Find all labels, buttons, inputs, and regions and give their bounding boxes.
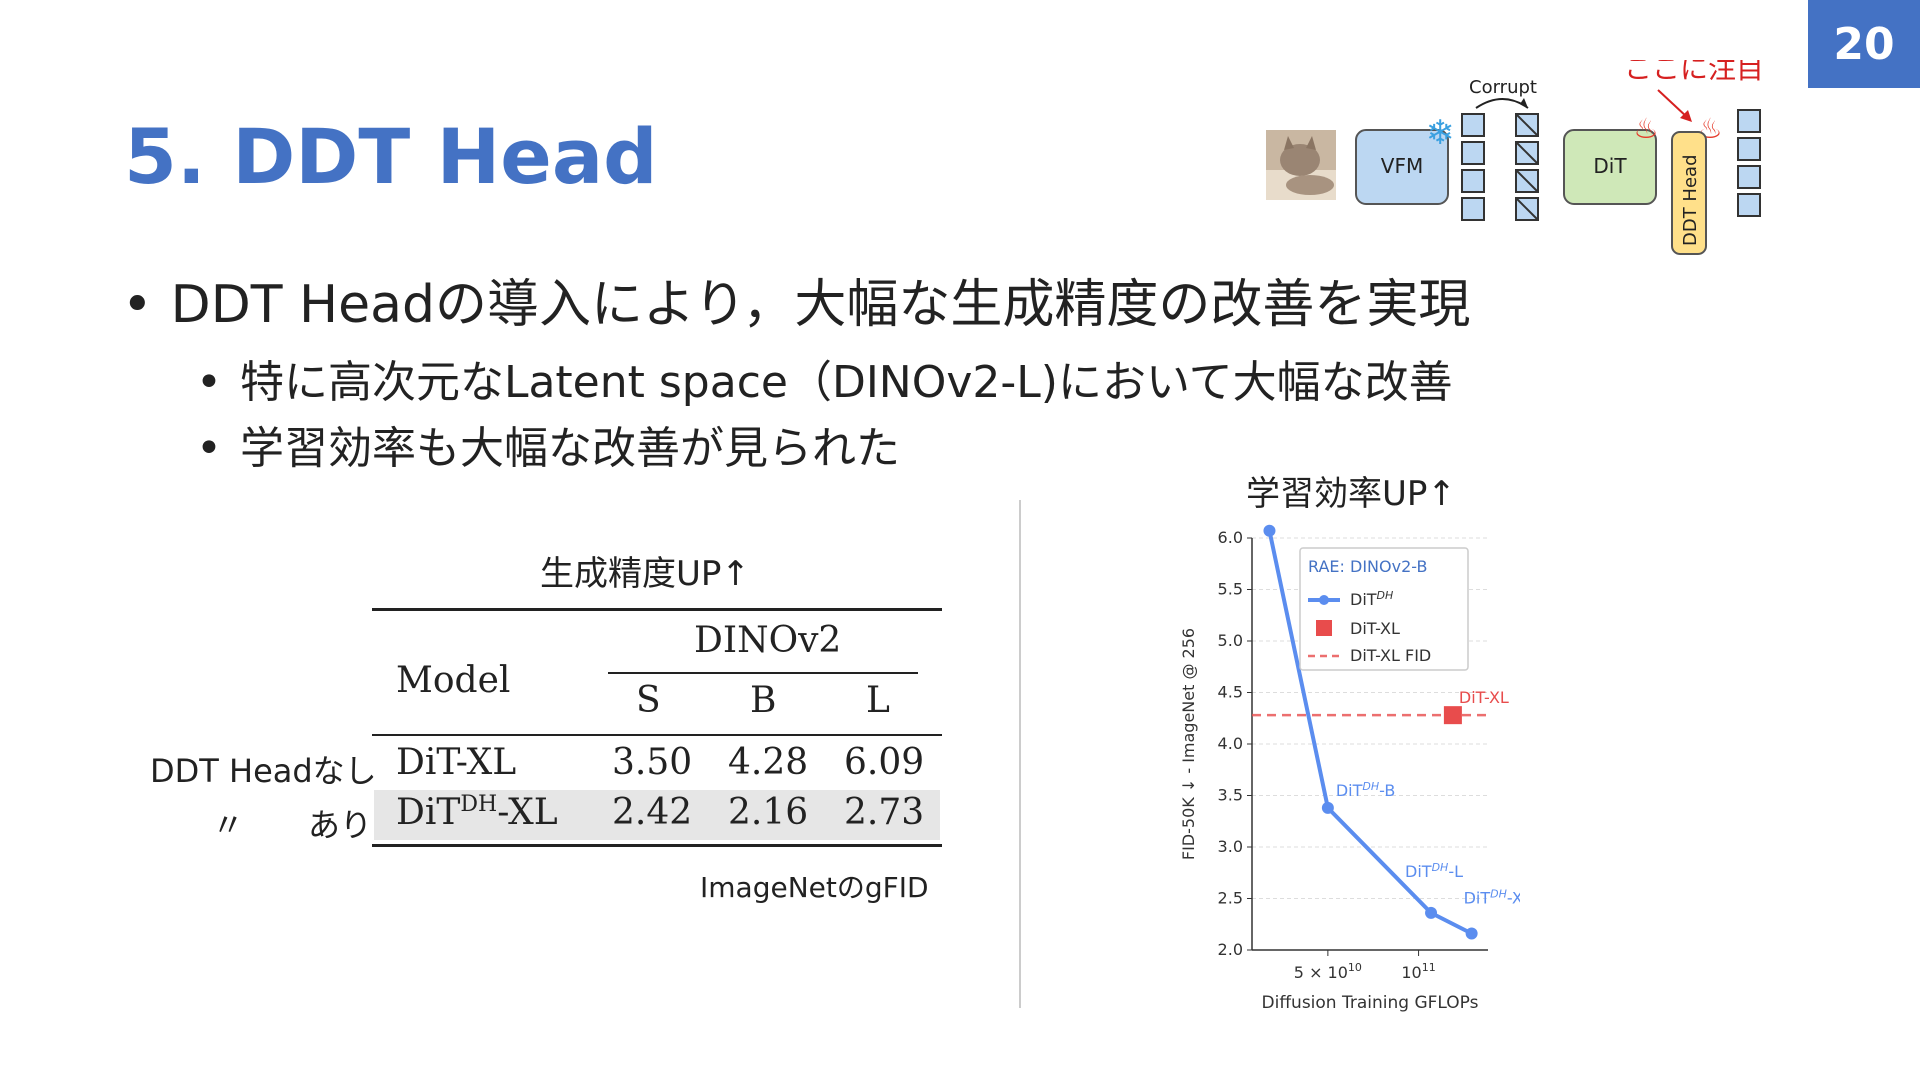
- point-label: DiTDH-L: [1405, 861, 1463, 881]
- latent-tokens: [1461, 113, 1485, 221]
- column-header: B: [750, 680, 777, 721]
- legend-entry: DiTDH: [1350, 589, 1393, 609]
- header-model: Model: [396, 660, 511, 701]
- table-bottom-rule: [372, 844, 942, 847]
- divider: [1019, 500, 1021, 1008]
- header-rule: [372, 734, 942, 736]
- point-label: DiTDH-B: [1336, 780, 1395, 800]
- row-value: 3.50: [612, 742, 693, 783]
- row-label: DDT Headなし: [150, 752, 377, 790]
- right-caption: 学習効率UP↑: [1246, 474, 1456, 514]
- model-suffix: -XL: [497, 792, 558, 833]
- bullet-dot: •: [196, 357, 222, 408]
- ddt-head-box: [1671, 131, 1707, 255]
- y-tick-label: 2.0: [1218, 940, 1243, 959]
- group-rule: [608, 672, 918, 674]
- output-tokens: [1737, 109, 1761, 217]
- reference-point: [1443, 706, 1462, 725]
- data-point: [1425, 906, 1438, 919]
- legend-entry: DiT-XL: [1350, 619, 1400, 638]
- row-value: 2.42: [612, 792, 693, 833]
- corrupted-tokens: [1515, 113, 1539, 221]
- data-point: [1263, 524, 1276, 537]
- vfm-box: [1355, 129, 1449, 205]
- row-value: 2.16: [728, 792, 809, 833]
- snowflake-icon: ❄: [1426, 113, 1455, 153]
- sub-bullet-2: • 学習効率も大幅な改善が見られた: [196, 412, 900, 476]
- header-group: DINOv2: [694, 620, 842, 661]
- focus-arrow: [1657, 89, 1689, 119]
- main-bullet-text: DDT Headの導入により，大幅な生成精度の改善を実現: [170, 275, 1471, 335]
- column-header: S: [636, 680, 661, 721]
- legend-point-swatch: [1319, 595, 1329, 605]
- slide-title: 5. DDT Head: [124, 112, 658, 201]
- y-axis-label: FID-50K ↓ - ImageNet @ 256: [1179, 628, 1198, 860]
- y-tick-label: 5.0: [1218, 631, 1243, 650]
- row-highlight: [374, 790, 940, 840]
- legend-square-swatch: [1316, 620, 1332, 636]
- ddt-head-label: DDT Head: [1680, 154, 1701, 246]
- y-tick-label: 3.5: [1218, 786, 1243, 805]
- page-number-text: 20: [1833, 18, 1895, 70]
- row-model: DiTDH-XL: [396, 792, 558, 833]
- legend-box: [1299, 547, 1469, 671]
- y-tick-label: 6.0: [1218, 528, 1243, 547]
- point-label: DiTDH-XL: [1464, 888, 1520, 908]
- corrupt-arrowhead: [1520, 98, 1528, 108]
- bullet-dot: •: [196, 423, 222, 474]
- table-top-rule: [372, 608, 942, 611]
- series-line: [1267, 530, 1473, 936]
- x-axis-label: Diffusion Training GFLOPs: [1262, 993, 1479, 1013]
- legend-title: RAE: DINOv2-B: [1308, 557, 1427, 576]
- row-model: DiT-XL: [396, 742, 517, 783]
- model-base: DiT: [396, 792, 461, 833]
- sub-bullet-2-text: 学習効率も大幅な改善が見られた: [239, 423, 900, 474]
- page-number: 20: [1808, 0, 1920, 88]
- model-sup: DH: [460, 792, 498, 817]
- bullet-dot: •: [122, 275, 153, 335]
- cat-photo: [1266, 130, 1336, 200]
- fid-chart: 2.0 2.5 3.0 3.5 4.0 4.5 5.0 5.5 6.0 5 × 1010 1011 D…: [1179, 524, 1520, 1013]
- y-tick-label: 2.5: [1218, 889, 1243, 908]
- data-point: [1465, 927, 1478, 940]
- y-tick-label: 5.5: [1218, 580, 1243, 599]
- pipeline-diagram: VFM ❄ Corrupt DiT ♨ ♨ ここに注目 DDT Head: [1266, 60, 1764, 255]
- x-tick-label: 1011: [1401, 961, 1435, 982]
- focus-arrowhead: [1680, 110, 1692, 122]
- row-value: 2.73: [844, 792, 925, 833]
- corrupt-label: Corrupt: [1469, 77, 1537, 98]
- focus-label: ここに注目: [1624, 60, 1764, 85]
- row-value: 4.28: [728, 742, 809, 783]
- column-header: L: [866, 680, 890, 721]
- reference-point-label: DiT-XL: [1459, 688, 1509, 707]
- x-tick-label: 5 × 1010: [1294, 961, 1362, 982]
- corrupt-arrow: [1475, 98, 1529, 109]
- row-value: 6.09: [844, 742, 925, 783]
- legend-entry: DiT-XL FID: [1350, 646, 1431, 665]
- dit-box: [1563, 129, 1657, 205]
- row-ditto-mark: 〃: [212, 806, 245, 844]
- data-point: [1321, 801, 1334, 814]
- main-bullet: • DDT Headの導入により，大幅な生成精度の改善を実現: [122, 262, 1470, 337]
- vfm-label: VFM: [1381, 154, 1423, 178]
- sub-bullet-1-text: 特に高次元なLatent space（DINOv2-L)において大幅な改善: [239, 357, 1453, 408]
- dit-label: DiT: [1593, 154, 1627, 178]
- table-footer: ImageNetのgFID: [700, 871, 929, 904]
- sub-bullet-1: • 特に高次元なLatent space（DINOv2-L)において大幅な改善: [196, 346, 1453, 410]
- y-tick-label: 4.0: [1218, 734, 1243, 753]
- row-label: あり: [308, 806, 373, 844]
- flame-icon: ♨: [1633, 112, 1658, 145]
- y-tick-label: 4.5: [1218, 683, 1243, 702]
- y-tick-label: 3.0: [1218, 837, 1243, 856]
- left-caption: 生成精度UP↑: [540, 554, 750, 594]
